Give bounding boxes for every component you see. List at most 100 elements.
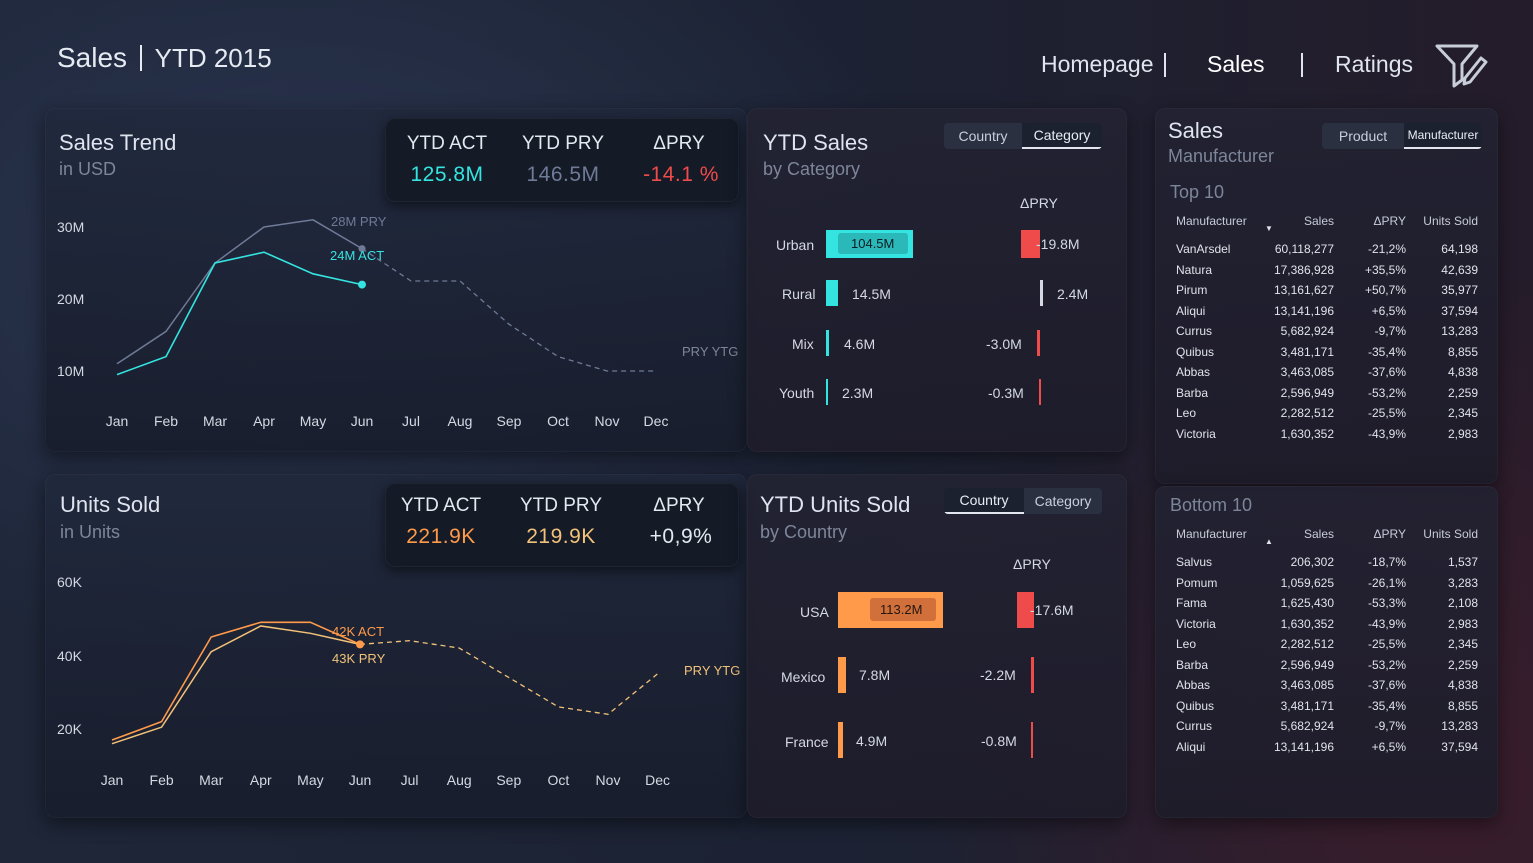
table-cell: 13,283 — [1441, 324, 1478, 338]
bottom10-table: Manufacturer Sales ΔPRY Units Sold ▲ Salvus 20… — [1176, 527, 1486, 767]
x-tick: May — [300, 413, 326, 429]
table-cell: Abbas — [1176, 365, 1211, 379]
x-tick: May — [297, 772, 323, 788]
x-tick: Mar — [199, 772, 223, 788]
table-cell: -43,9% — [1367, 616, 1406, 631]
table-cell: 37,594 — [1441, 739, 1478, 754]
kpi-dpry-label: ΔPRY — [653, 495, 705, 516]
table-cell: -53,3% — [1367, 596, 1406, 610]
delta-label: -3.0M — [986, 336, 1022, 352]
column-header[interactable]: Sales — [1303, 214, 1334, 228]
table-cell: 13,283 — [1441, 719, 1478, 733]
toggle-category[interactable]: Category — [1022, 123, 1102, 149]
table-cell: -26,1% — [1367, 575, 1406, 590]
table-cell: 1,537 — [1447, 555, 1478, 569]
table-row[interactable]: Leo 2,282,512 -25,5% 2,345 — [1176, 637, 1486, 657]
table-cell: Victoria — [1176, 616, 1216, 631]
nav-homepage[interactable]: Homepage — [1041, 51, 1154, 77]
kpi-dpry-value: +0,9% — [649, 525, 713, 548]
table-cell: -35,4% — [1367, 344, 1406, 359]
table-cell: 2,345 — [1447, 637, 1478, 651]
y-tick: 10M — [57, 363, 85, 379]
table-cell: +6,5% — [1371, 739, 1406, 754]
title-divider — [139, 45, 142, 71]
table-cell: +35,5% — [1364, 262, 1406, 277]
manufacturer-bottom-panel — [1155, 486, 1498, 818]
table-cell: Quibus — [1176, 344, 1215, 359]
sort-desc-icon[interactable]: ▼ — [1265, 224, 1273, 233]
bar-france — [838, 722, 843, 758]
table-cell: Abbas — [1176, 678, 1211, 692]
ytd-sales-toggle: Country Category — [944, 123, 1102, 149]
x-tick: Nov — [595, 413, 620, 429]
table-row[interactable]: Aliqui 13,141,196 +6,5% 37,594 — [1176, 740, 1486, 760]
toggle-category[interactable]: Category — [1034, 493, 1092, 509]
table-cell: 1,630,352 — [1280, 616, 1334, 631]
table-row[interactable]: Fama 1,625,430 -53,3% 2,108 — [1176, 596, 1486, 616]
table-row[interactable]: Barba 2,596,949 -53,2% 2,259 — [1176, 386, 1486, 406]
table-cell: 2,282,512 — [1280, 406, 1334, 420]
table-cell: 3,463,085 — [1280, 365, 1334, 379]
pry-ytg-series-line — [361, 248, 656, 372]
nav-ratings[interactable]: Ratings — [1335, 51, 1413, 77]
x-tick: Dec — [644, 413, 669, 429]
table-cell: Fama — [1176, 596, 1207, 610]
table-cell: 2,259 — [1447, 385, 1478, 400]
table-cell: 2,282,512 — [1280, 637, 1334, 651]
bar-mix — [826, 330, 829, 356]
table-row[interactable]: VanArsdel 60,118,277 -21,2% 64,198 — [1176, 242, 1486, 262]
ytd-units-panel — [747, 474, 1127, 818]
table-row[interactable]: Victoria 1,630,352 -43,9% 2,983 — [1176, 617, 1486, 637]
table-row[interactable]: Barba 2,596,949 -53,2% 2,259 — [1176, 658, 1486, 678]
filter-edit-icon[interactable] — [1435, 42, 1489, 90]
column-header[interactable]: Sales — [1303, 527, 1334, 541]
country-label: France — [785, 734, 829, 750]
toggle-country[interactable]: Country — [958, 128, 1008, 144]
delta-bar — [1037, 330, 1040, 356]
toggle-manufacturer[interactable]: Manufacturer — [1404, 123, 1482, 149]
table-row[interactable]: Pirum 13,161,627 +50,7% 35,977 — [1176, 283, 1486, 303]
column-header[interactable]: Manufacturer — [1176, 527, 1247, 541]
table-row[interactable]: Victoria 1,630,352 -43,9% 2,983 — [1176, 427, 1486, 447]
kpi-act-value: 221.9K — [406, 525, 476, 548]
kpi-pry-value: 146.5M — [526, 163, 600, 186]
units-sold-title: Units Sold — [60, 492, 161, 517]
column-header[interactable]: Manufacturer — [1176, 214, 1247, 228]
table-cell: -53,2% — [1367, 657, 1406, 672]
table-cell: -25,5% — [1367, 637, 1406, 651]
table-header: Manufacturer Sales ΔPRY Units Sold ▼ — [1176, 214, 1486, 234]
top10-title: Top 10 — [1170, 182, 1225, 202]
table-cell: Aliqui — [1176, 303, 1206, 318]
column-header[interactable]: Units Sold — [1423, 527, 1478, 541]
kpi-pry-label: YTD PRY — [519, 495, 602, 516]
table-row[interactable]: Pomum 1,059,625 -26,1% 3,283 — [1176, 576, 1486, 596]
table-row[interactable]: Salvus 206,302 -18,7% 1,537 — [1176, 555, 1486, 575]
sort-asc-icon[interactable]: ▲ — [1265, 537, 1273, 546]
ann-act: 42K ACT — [332, 624, 385, 639]
nav-divider — [1164, 53, 1166, 77]
x-tick: Mar — [203, 413, 227, 429]
toggle-product[interactable]: Product — [1338, 128, 1388, 144]
sales-kpi-card: YTD ACT 125.8M YTD PRY 146.5M ΔPRY -14.1… — [385, 118, 739, 202]
table-row[interactable]: Aliqui 13,141,196 +6,5% 37,594 — [1176, 304, 1486, 324]
table-cell: 1,625,430 — [1280, 596, 1334, 610]
table-row[interactable]: Quibus 3,481,171 -35,4% 8,855 — [1176, 345, 1486, 365]
toggle-country[interactable]: Country — [944, 488, 1024, 514]
bar-usa-value — [870, 598, 936, 621]
delta-label: -0.3M — [988, 385, 1024, 401]
table-cell: Salvus — [1176, 555, 1213, 569]
table-cell: +50,7% — [1364, 283, 1406, 297]
table-row[interactable]: Leo 2,282,512 -25,5% 2,345 — [1176, 406, 1486, 426]
table-cell: 2,596,949 — [1280, 385, 1334, 400]
table-row[interactable]: Abbas 3,463,085 -37,6% 4,838 — [1176, 365, 1486, 385]
table-row[interactable]: Currus 5,682,924 -9,7% 13,283 — [1176, 719, 1486, 739]
table-row[interactable]: Natura 17,386,928 +35,5% 42,639 — [1176, 263, 1486, 283]
column-header[interactable]: Units Sold — [1423, 214, 1478, 228]
table-row[interactable]: Quibus 3,481,171 -35,4% 8,855 — [1176, 699, 1486, 719]
nav-sales[interactable]: Sales — [1207, 51, 1265, 77]
table-row[interactable]: Currus 5,682,924 -9,7% 13,283 — [1176, 324, 1486, 344]
column-header[interactable]: ΔPRY — [1373, 214, 1406, 228]
column-header[interactable]: ΔPRY — [1373, 527, 1406, 541]
table-row[interactable]: Abbas 3,463,085 -37,6% 4,838 — [1176, 678, 1486, 698]
country-label: Mexico — [781, 669, 826, 685]
